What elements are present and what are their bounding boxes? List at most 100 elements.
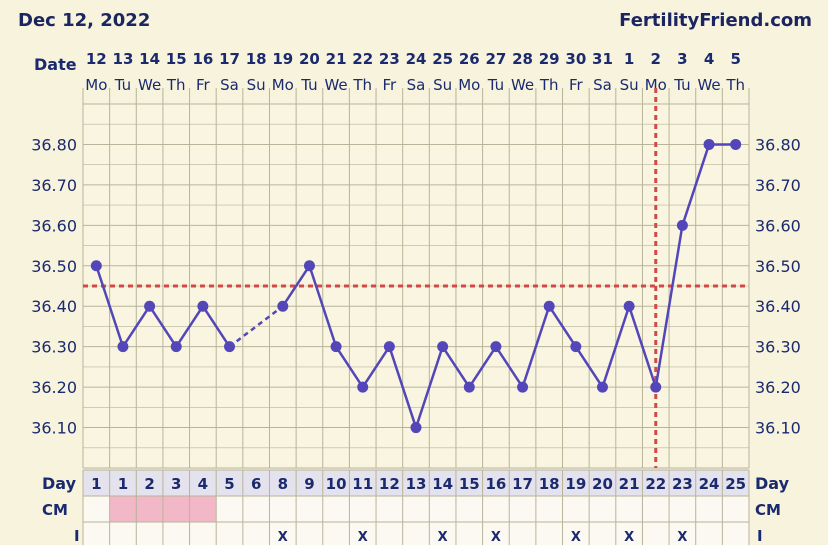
cycle-day-label: 22 [645, 475, 666, 493]
date-label: 4 [704, 50, 714, 68]
date-label: 28 [512, 50, 533, 68]
y-tick-label-right: 36.40 [755, 297, 801, 316]
y-tick-label-right: 36.30 [755, 338, 801, 357]
cycle-day-label: 14 [432, 475, 453, 493]
temp-line-segment [175, 305, 204, 348]
temp-line-segment [335, 345, 364, 388]
temp-line-segment [601, 305, 631, 388]
date-label: 27 [485, 50, 506, 68]
date-label: 30 [565, 50, 586, 68]
temp-point [463, 381, 475, 393]
weekday-label: Mo [85, 76, 107, 94]
temp-line-segment [574, 345, 604, 388]
temp-point [357, 381, 369, 393]
cm-marked-cell [109, 496, 137, 522]
cycle-day-label: 23 [672, 475, 693, 493]
cycle-day-label: 5 [224, 475, 234, 493]
temp-line-segment [494, 345, 524, 388]
date-label: 26 [459, 50, 480, 68]
weekday-label: Tu [487, 76, 504, 94]
day-row-bg [83, 470, 749, 496]
temp-point [117, 341, 129, 353]
weekday-label: Tu [673, 76, 690, 94]
y-tick-label-left: 36.60 [31, 216, 77, 235]
temp-line-segment [468, 345, 497, 388]
cm-marked-cell [189, 496, 217, 522]
y-tick-label-left: 36.50 [31, 257, 77, 276]
temp-point [517, 381, 529, 393]
cycle-day-label: 13 [406, 475, 427, 493]
i-marker: X [358, 530, 368, 545]
cycle-day-label: 4 [198, 475, 208, 493]
temp-point [90, 260, 102, 272]
temp-point [623, 300, 635, 312]
date-label: 15 [166, 50, 187, 68]
i-marker: X [438, 530, 448, 545]
date-label: 22 [352, 50, 373, 68]
temp-point [383, 341, 395, 353]
weekday-label: Mo [272, 76, 294, 94]
weekday-label: Fr [383, 76, 398, 94]
temp-line-segment [654, 225, 684, 388]
cycle-day-label: 2 [144, 475, 154, 493]
temp-line-segment [148, 305, 178, 348]
date-label: 16 [192, 50, 213, 68]
day-row-label-right: Day [755, 474, 790, 493]
cycle-day-label: 11 [352, 475, 373, 493]
y-tick-label-right: 36.70 [755, 176, 801, 195]
date-label: 13 [113, 50, 134, 68]
i-marker: X [624, 530, 634, 545]
i-row-label-right: I [757, 527, 763, 545]
cm-row-label-left: CM [42, 501, 68, 519]
date-label: 1 [624, 50, 634, 68]
y-tick-label-right: 36.50 [755, 257, 801, 276]
temp-point [543, 300, 555, 312]
weekday-label: Su [247, 76, 266, 94]
temp-line-segment [201, 305, 231, 348]
cycle-day-label: 16 [485, 475, 506, 493]
i-marker: X [571, 530, 581, 545]
date-label: 3 [677, 50, 687, 68]
y-tick-label-right: 36.80 [755, 135, 801, 154]
y-tick-label-right: 36.60 [755, 216, 801, 235]
y-tick-label-left: 36.30 [31, 338, 77, 357]
date-label: 2 [651, 50, 661, 68]
date-label: 21 [326, 50, 347, 68]
temp-line-segment [308, 265, 338, 348]
y-tick-label-right: 36.10 [755, 419, 801, 438]
date-label: 14 [139, 50, 160, 68]
date-label: 23 [379, 50, 400, 68]
brand-name: FertilityFriend.com [619, 10, 812, 31]
weekday-label: Tu [114, 76, 131, 94]
cycle-day-label: 8 [278, 475, 288, 493]
weekday-label: Mo [645, 76, 667, 94]
cycle-day-label: 24 [699, 475, 720, 493]
y-tick-label-left: 36.20 [31, 378, 77, 397]
y-tick-label-left: 36.40 [31, 297, 77, 316]
cycle-day-label: 20 [592, 475, 613, 493]
temp-line-segment [95, 265, 125, 348]
weekday-label: Sa [593, 76, 612, 94]
date-label: 24 [406, 50, 427, 68]
y-tick-label-left: 36.10 [31, 419, 77, 438]
temp-point [330, 341, 342, 353]
i-row-label-left: I [74, 527, 80, 545]
y-tick-label-left: 36.80 [31, 135, 77, 154]
i-marker: X [677, 530, 687, 545]
date-label: 12 [86, 50, 107, 68]
weekday-label: Th [539, 76, 559, 94]
temp-point [490, 341, 502, 353]
temp-line-gap [228, 305, 284, 348]
i-marker: X [491, 530, 501, 545]
weekday-label: Fr [196, 76, 211, 94]
date-label: 19 [272, 50, 293, 68]
date-label: 17 [219, 50, 240, 68]
weekday-label: Su [433, 76, 452, 94]
temp-point [676, 219, 688, 231]
cycle-day-label: 18 [539, 475, 560, 493]
cm-marked-cell [136, 496, 163, 522]
temp-point [170, 341, 182, 353]
cycle-day-label: 10 [326, 475, 347, 493]
cycle-day-label: 3 [171, 475, 181, 493]
